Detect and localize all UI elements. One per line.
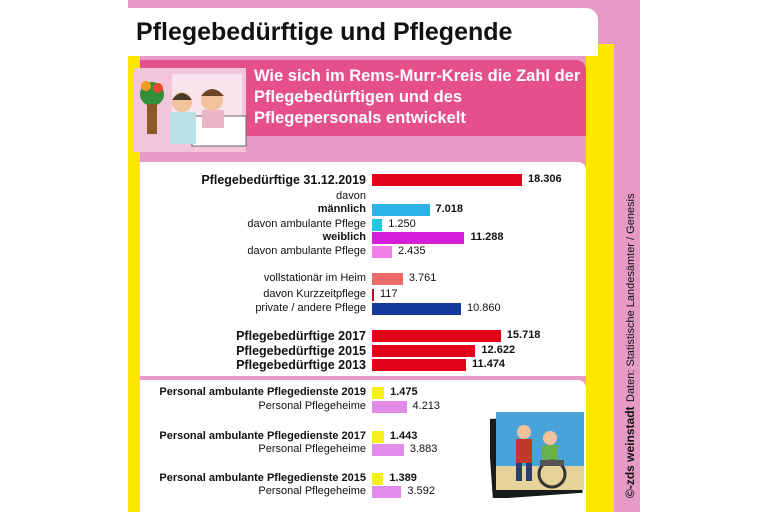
yellow-accent-left [128,44,140,512]
bar-value-label: 11.288 [470,231,504,243]
bar-label: Pflegebedürftige 31.12.2019 [201,173,366,187]
bar-value-label: 3.761 [408,272,437,284]
bar-label: Personal Pflegeheime [258,400,366,412]
title-panel [128,8,598,56]
bar-value-label: 12.622 [481,344,516,356]
bar-label: Personal ambulante Pflegedienste 2015 [159,472,366,484]
patients-card [140,162,586,376]
bar-label: männlich [317,203,366,215]
bar-label: vollstationär im Heim [263,272,366,284]
wheelchair-illustration [490,412,584,498]
bar-value-label: 15.718 [506,329,541,341]
bar-label: davon Kurzzeitpflege [263,288,366,300]
chart-subtitle: Wie sich im Rems-Murr-Kreis die Zahl der… [254,67,581,127]
bar-label: davon [336,190,366,202]
chart-title: Pflegebedürftige und Pflegende [136,18,513,46]
bar-label: Personal Pflegeheime [258,443,366,455]
bar-value-label: 7.018 [435,203,464,215]
bar-value-label: 1.250 [388,218,416,230]
bar [372,174,522,186]
credit-text: ©-zds weinstadt [623,406,637,498]
bar-label: davon ambulante Pflege [247,245,366,257]
bar-label: Personal Pflegeheime [258,485,366,497]
bar [372,473,384,485]
bar [372,246,392,258]
bar [372,219,383,231]
nurse-patient-illustration [134,68,247,152]
bar [372,359,467,371]
bar-label: Pflegebedürftige 2017 [236,329,366,343]
bar-value-label: 117 [380,288,398,300]
yellow-accent-right [586,44,614,512]
bar-label: Personal ambulante Pflegedienste 2019 [159,386,366,398]
side-credits: Daten: Statistische Landesämter / Genesi… [623,193,637,498]
bar-value-label: 1.389 [389,472,417,484]
source-text: Daten: Statistische Landesämter / Genesi… [625,193,637,402]
bar [372,204,430,216]
bar [372,273,403,285]
bar-label: Pflegebedürftige 2015 [236,344,366,358]
bar [372,289,374,301]
bar-label: weiblich [322,231,366,243]
bar-value-label: 4.213 [412,400,441,412]
bar-label: Pflegebedürftige 2013 [236,358,366,372]
bar-value-label: 1.475 [390,386,418,398]
bar-value-label: 3.883 [409,443,438,455]
bar-value-label: 2.435 [397,245,426,257]
bar [372,303,461,315]
bar [372,431,384,443]
bar [372,401,407,413]
bar [372,330,501,342]
bar [372,387,385,399]
bar-label: private / andere Pflege [255,302,366,314]
bar-value-label: 10.860 [466,302,501,314]
bar-label: davon ambulante Pflege [247,218,366,230]
bar-value-label: 3.592 [407,485,435,497]
bar-label: Personal ambulante Pflegedienste 2017 [159,430,366,442]
bar-value-label: 11.474 [472,358,506,370]
bar-value-label: 18.306 [528,173,562,185]
bar [372,444,404,456]
bar [372,486,402,498]
bar [372,345,476,357]
bar-value-label: 1.443 [389,430,418,442]
bar [372,232,465,244]
